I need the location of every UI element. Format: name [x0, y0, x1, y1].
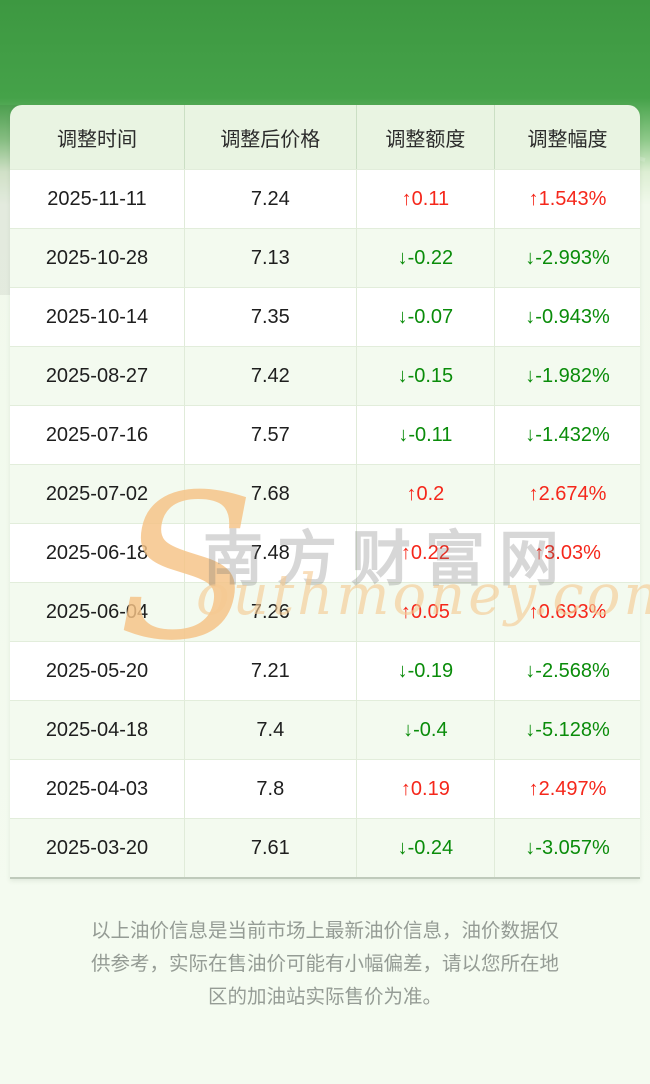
cell-pct: ↑2.497%: [494, 759, 640, 818]
table-row: 2025-11-11 7.24 ↑0.11 ↑1.543%: [10, 169, 640, 228]
table-row: 2025-04-03 7.8 ↑0.19 ↑2.497%: [10, 759, 640, 818]
cell-pct: ↑0.693%: [494, 582, 640, 641]
cell-date: 2025-06-18: [10, 523, 184, 582]
cell-price: 7.48: [183, 523, 356, 582]
cell-price: 7.35: [183, 287, 356, 346]
price-table-head: 调整时间 调整后价格 调整额度 调整幅度: [10, 105, 640, 169]
cell-date: 2025-03-20: [10, 818, 184, 877]
cell-pct: ↓-0.943%: [494, 287, 640, 346]
table-row: 2025-08-27 7.42 ↓-0.15 ↓-1.982%: [10, 346, 640, 405]
price-table-body: 2025-11-11 7.24 ↑0.11 ↑1.543% 2025-10-28 7.13…: [10, 169, 640, 877]
table-row: 2025-05-20 7.21 ↓-0.19 ↓-2.568%: [10, 641, 640, 700]
cell-date: 2025-04-18: [10, 700, 184, 759]
cell-date: 2025-07-02: [10, 464, 184, 523]
cell-change: ↓-0.15: [355, 346, 495, 405]
cell-change: ↓-0.22: [355, 228, 495, 287]
price-table-container: 调整时间 调整后价格 调整额度 调整幅度 2025-11-11 7.24 ↑0.11 ↑1.…: [10, 105, 640, 879]
cell-price: 7.68: [183, 464, 356, 523]
cell-change: ↓-0.11: [355, 405, 495, 464]
table-row: 2025-10-28 7.13 ↓-0.22 ↓-2.993%: [10, 228, 640, 287]
cell-price: 7.26: [183, 582, 356, 641]
cell-change: ↓-0.07: [355, 287, 495, 346]
header-row: 调整时间 调整后价格 调整额度 调整幅度: [10, 105, 640, 169]
cell-change: ↓-0.19: [355, 641, 495, 700]
disclaimer-line: 以上油价信息是当前市场上最新油价信息，油价数据仅: [90, 920, 559, 942]
cell-date: 2025-04-03: [10, 759, 184, 818]
cell-price: 7.21: [183, 641, 356, 700]
cell-pct: ↑2.674%: [494, 464, 640, 523]
cell-pct: ↓-1.982%: [494, 346, 640, 405]
table-row: 2025-10-14 7.35 ↓-0.07 ↓-0.943%: [10, 287, 640, 346]
disclaimer-text: 以上油价信息是当前市场上最新油价信息，油价数据仅 供参考，实际在售油价可能有小幅…: [45, 915, 605, 1014]
cell-date: 2025-07-16: [10, 405, 184, 464]
cell-date: 2025-10-28: [10, 228, 184, 287]
table-row: 2025-07-02 7.68 ↑0.2 ↑2.674%: [10, 464, 640, 523]
page: { "header": { "title_line1": "西夏区95号汽油历史…: [0, 105, 650, 1084]
column-header-1: 调整后价格: [183, 105, 356, 169]
table-row: 2025-04-18 7.4 ↓-0.4 ↓-5.128%: [10, 700, 640, 759]
cell-change: ↑0.19: [355, 759, 495, 818]
cell-change: ↓-0.4: [355, 700, 495, 759]
cell-date: 2025-11-11: [10, 169, 184, 228]
cell-price: 7.8: [183, 759, 356, 818]
cell-pct: ↓-3.057%: [494, 818, 640, 877]
cell-date: 2025-08-27: [10, 346, 184, 405]
cell-pct: ↓-5.128%: [494, 700, 640, 759]
cell-change: ↓-0.24: [355, 818, 495, 877]
cell-price: 7.24: [183, 169, 356, 228]
disclaimer-line: 供参考，实际在售油价可能有小幅偏差，请以您所在地: [90, 953, 559, 975]
cell-price: 7.4: [183, 700, 356, 759]
table-row: 2025-07-16 7.57 ↓-0.11 ↓-1.432%: [10, 405, 640, 464]
cell-change: ↑0.2: [355, 464, 495, 523]
cell-pct: ↑1.543%: [494, 169, 640, 228]
cell-date: 2025-05-20: [10, 641, 184, 700]
column-header-3: 调整幅度: [494, 105, 640, 169]
cell-pct: ↓-2.993%: [494, 228, 640, 287]
table-row: 2025-06-04 7.26 ↑0.05 ↑0.693%: [10, 582, 640, 641]
cell-change: ↑0.22: [355, 523, 495, 582]
cell-change: ↑0.11: [355, 169, 495, 228]
column-header-0: 调整时间: [10, 105, 184, 169]
column-header-2: 调整额度: [355, 105, 495, 169]
table-row: 2025-03-20 7.61 ↓-0.24 ↓-3.057%: [10, 818, 640, 877]
cell-date: 2025-10-14: [10, 287, 184, 346]
cell-pct: ↓-1.432%: [494, 405, 640, 464]
cell-date: 2025-06-04: [10, 582, 184, 641]
cell-price: 7.13: [183, 228, 356, 287]
price-table: 调整时间 调整后价格 调整额度 调整幅度 2025-11-11 7.24 ↑0.11 ↑1.…: [10, 105, 640, 877]
cell-price: 7.61: [183, 818, 356, 877]
table-row: 2025-06-18 7.48 ↑0.22 ↑3.03%: [10, 523, 640, 582]
cell-price: 7.42: [183, 346, 356, 405]
cell-price: 7.57: [183, 405, 356, 464]
cell-pct: ↑3.03%: [494, 523, 640, 582]
disclaimer-line: 区的加油站实际售价为准。: [207, 986, 442, 1008]
cell-pct: ↓-2.568%: [494, 641, 640, 700]
cell-change: ↑0.05: [355, 582, 495, 641]
